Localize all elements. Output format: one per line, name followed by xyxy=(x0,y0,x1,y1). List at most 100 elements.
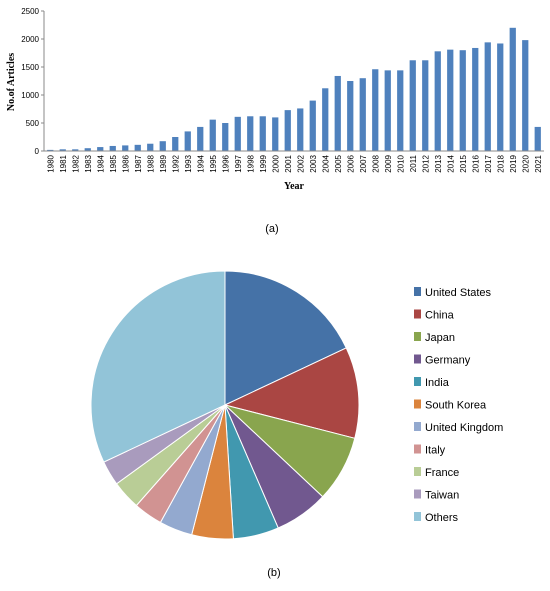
x-tick-label: 2011 xyxy=(409,154,418,172)
bar xyxy=(359,78,366,151)
bar xyxy=(259,116,266,151)
x-tick-label: 2005 xyxy=(334,154,343,172)
bar xyxy=(297,108,304,151)
bar xyxy=(59,149,66,151)
x-tick-label: 2002 xyxy=(296,154,305,172)
x-tick-label: 2001 xyxy=(284,154,293,172)
x-tick-label: 1980 xyxy=(46,154,55,172)
legend-swatch xyxy=(414,422,421,431)
x-tick-label: 2017 xyxy=(484,154,493,172)
y-tick-label: 1000 xyxy=(21,91,39,100)
bar xyxy=(97,147,104,151)
legend-swatch xyxy=(414,399,421,409)
bar xyxy=(472,47,479,151)
bar xyxy=(134,144,141,151)
bar xyxy=(109,145,116,151)
x-axis-title: Year xyxy=(284,181,305,192)
pie-slice xyxy=(90,270,226,463)
panel-label-b: (b) xyxy=(267,567,280,579)
x-tick-label: 2016 xyxy=(471,154,480,172)
x-tick-label: 2010 xyxy=(396,154,405,172)
legend-swatch xyxy=(414,332,421,341)
bar xyxy=(159,141,166,151)
legend-swatch xyxy=(414,309,421,319)
bar xyxy=(309,100,316,151)
bar xyxy=(409,60,416,151)
x-tick-label: 2009 xyxy=(384,154,393,172)
pie-chart: United States China Japan Germany India South… xyxy=(90,270,503,579)
bar xyxy=(434,51,441,151)
x-tick-label: 1997 xyxy=(234,154,243,172)
x-tick-label: 2021 xyxy=(534,154,543,172)
x-tick-label: 1992 xyxy=(171,154,180,172)
bar xyxy=(284,110,291,151)
bar xyxy=(497,43,504,152)
bar xyxy=(209,119,216,151)
x-tick-label: 2008 xyxy=(371,154,380,172)
y-tick-label: 0 xyxy=(35,147,40,156)
bar xyxy=(447,49,454,151)
bar xyxy=(234,116,241,151)
x-tick-label: 1994 xyxy=(196,154,205,172)
pie-slice xyxy=(223,347,360,439)
x-tick-label: 1981 xyxy=(59,154,68,172)
bar xyxy=(72,149,79,151)
x-tick-label: 1999 xyxy=(259,154,268,172)
bar xyxy=(272,117,279,151)
legend-label: Italy xyxy=(425,445,446,457)
y-axis-ticks: 0 500 1000 1500 2000 2500 xyxy=(21,7,44,156)
pie-slices xyxy=(90,270,360,540)
legend-label: France xyxy=(425,467,459,479)
legend-label: United Kingdom xyxy=(425,422,503,434)
bar xyxy=(397,70,404,151)
x-tick-label: 2012 xyxy=(421,154,430,172)
pie-slice xyxy=(224,270,347,406)
legend-swatch xyxy=(414,467,421,476)
legend-label: United States xyxy=(425,287,492,299)
bar xyxy=(172,137,179,151)
x-tick-label: 2000 xyxy=(271,154,280,172)
bar xyxy=(84,148,91,151)
x-tick-label: 2018 xyxy=(496,154,505,172)
bar xyxy=(334,75,341,151)
x-tick-label: 1989 xyxy=(159,154,168,172)
x-tick-label: 1993 xyxy=(184,154,193,172)
x-tick-label: 2019 xyxy=(509,154,518,172)
bar xyxy=(522,40,529,152)
y-tick-label: 2500 xyxy=(21,7,39,16)
x-tick-label: 2006 xyxy=(346,154,355,172)
bar xyxy=(197,126,204,151)
x-tick-label: 2020 xyxy=(521,154,530,172)
bar xyxy=(122,145,129,151)
bar xyxy=(459,50,466,152)
x-tick-label: 1998 xyxy=(246,154,255,172)
bar xyxy=(147,143,154,151)
bar xyxy=(422,60,429,151)
bar xyxy=(509,27,516,151)
x-tick-label: 1987 xyxy=(134,154,143,172)
y-tick-label: 1500 xyxy=(21,63,39,72)
legend-label: China xyxy=(425,310,455,322)
legend: United States China Japan Germany India South… xyxy=(414,287,503,524)
bar xyxy=(484,42,491,151)
x-tick-label: 1983 xyxy=(84,154,93,172)
x-tick-label: 1996 xyxy=(221,154,230,172)
bar-series xyxy=(47,27,541,152)
x-tick-label: 2015 xyxy=(459,154,468,172)
x-tick-label: 2014 xyxy=(446,154,455,172)
bar xyxy=(347,81,354,151)
y-tick-label: 500 xyxy=(26,119,40,128)
legend-label: Others xyxy=(425,512,459,524)
y-axis-title: No.of Articles xyxy=(6,53,17,111)
legend-label: India xyxy=(425,377,450,389)
y-tick-label: 2000 xyxy=(21,35,39,44)
x-tick-label: 2003 xyxy=(309,154,318,172)
bar xyxy=(222,123,229,151)
legend-label: Taiwan xyxy=(425,490,459,502)
bar xyxy=(534,126,541,151)
x-tick-label: 1984 xyxy=(96,154,105,172)
x-tick-label: 1985 xyxy=(109,154,118,172)
x-tick-label: 1988 xyxy=(146,154,155,172)
